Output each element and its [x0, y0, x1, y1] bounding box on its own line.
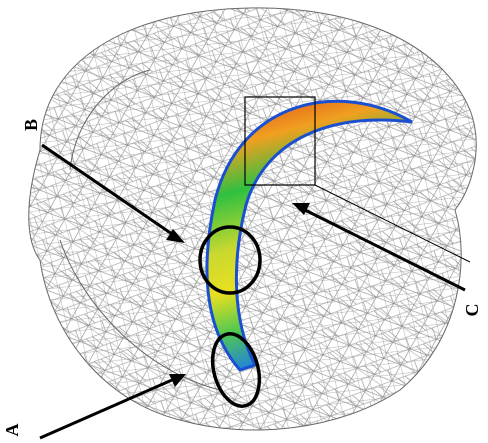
- label-c: C: [462, 304, 482, 317]
- arrows: [39, 143, 471, 440]
- region-b-circle: [198, 225, 262, 295]
- region-a-circle: [210, 332, 262, 408]
- label-b: B: [21, 119, 41, 131]
- stress-band: [205, 99, 413, 372]
- label-a: A: [2, 424, 22, 437]
- region-c-box: [244, 96, 316, 186]
